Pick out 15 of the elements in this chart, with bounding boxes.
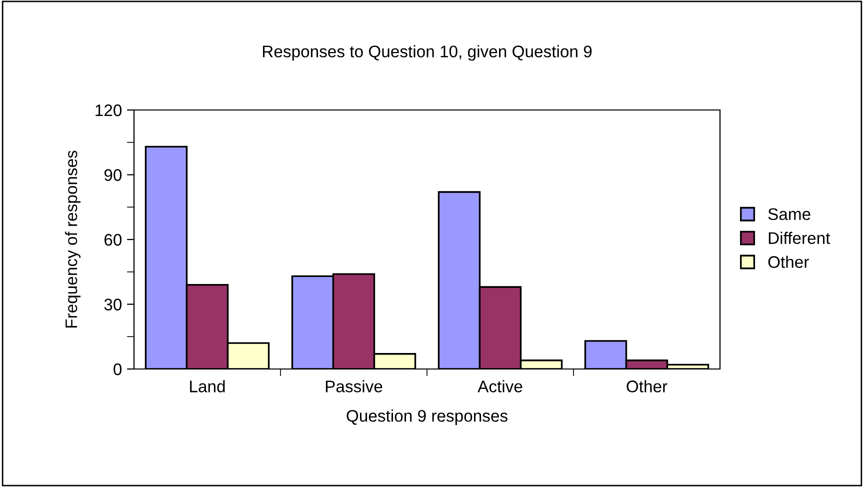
x-tick-label: Passive — [326, 380, 382, 392]
y-axis-title: Frequency of responses — [64, 150, 80, 328]
x-tick-label: Land — [190, 380, 225, 392]
y-tick-label: 60 — [104, 234, 122, 246]
y-tick-label: 120 — [96, 104, 122, 116]
y-tick-label: 30 — [104, 298, 122, 310]
x-tick-label: Active — [478, 380, 522, 392]
y-tick-label: 90 — [104, 169, 122, 181]
y-tick-label: 0 — [114, 363, 122, 376]
legend-label: Different — [768, 232, 830, 244]
x-axis-title: Question 9 responses — [346, 410, 508, 426]
legend-label: Other — [768, 256, 809, 268]
x-tick-label: Other — [626, 380, 668, 392]
legend-label: Same — [768, 208, 810, 220]
chart-title: Responses to Question 10, given Question 9 — [262, 45, 592, 61]
